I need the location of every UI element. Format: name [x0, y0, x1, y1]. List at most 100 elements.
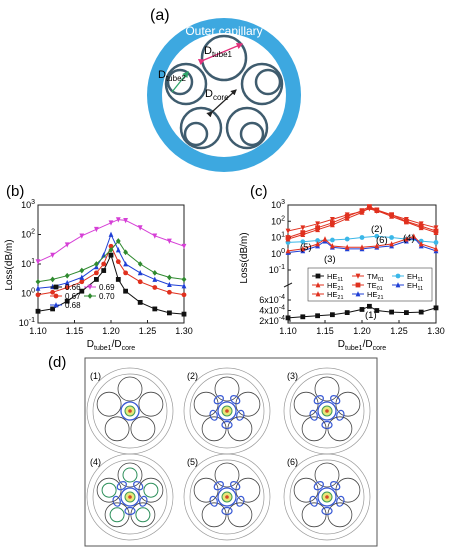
data-point	[433, 225, 439, 231]
data-point	[389, 212, 394, 218]
data-point	[108, 231, 114, 237]
core-label: Dcore	[205, 88, 229, 102]
panel-c-label: (c)	[250, 183, 268, 200]
data-point	[315, 221, 320, 227]
data-point	[389, 235, 394, 240]
data-point	[359, 307, 365, 312]
legend-marker	[355, 273, 361, 279]
plot-b-legend: 0.660.670.68 0.690.70	[50, 283, 115, 310]
outer-capillary-label: Outer capillary	[185, 24, 262, 38]
data-point	[167, 274, 172, 281]
y-tick-label: 100	[21, 288, 35, 299]
mode-field-6: (6)	[283, 453, 371, 541]
x-tick-label: 1.25	[390, 326, 408, 336]
data-point	[79, 288, 85, 294]
data-point	[152, 233, 158, 239]
mode-label: (4)	[90, 457, 101, 467]
data-point	[137, 279, 143, 285]
legend-marker	[395, 282, 401, 288]
x-tick-label: 1.15	[316, 326, 334, 336]
panel-b-label: (b)	[6, 183, 24, 200]
y-tick-label: 4x10-4	[259, 305, 285, 316]
data-point	[389, 241, 394, 247]
data-point	[359, 244, 365, 250]
panel-d-label: (d)	[48, 354, 66, 371]
x-tick-label: 1.10	[279, 326, 297, 336]
y-tick-label: 103	[271, 199, 285, 210]
data-point	[374, 243, 380, 249]
data-point	[411, 233, 417, 239]
data-point	[79, 233, 85, 239]
legend-marker	[87, 293, 93, 299]
mode-annotation: (6)	[376, 235, 388, 246]
data-point	[50, 276, 55, 283]
data-point	[137, 269, 143, 276]
legend-label: EH11	[407, 272, 423, 283]
data-point	[181, 243, 187, 250]
data-point	[433, 228, 439, 234]
data-point	[64, 298, 70, 304]
data-point	[64, 242, 70, 248]
data-point	[359, 235, 365, 240]
data-point	[315, 238, 320, 243]
data-point	[418, 241, 424, 247]
mode-annotation: (1)	[365, 310, 377, 321]
panel-d-frame	[84, 357, 378, 547]
data-point	[330, 312, 335, 318]
panel-b: (b) 10-1 100 101 102 103 1.10 1.15 1.20 1.25 1.3…	[4, 183, 193, 352]
data-point	[35, 278, 41, 285]
mode-label: (2)	[187, 371, 198, 381]
tube-top-right	[240, 62, 284, 106]
mode-label: (6)	[287, 457, 298, 467]
data-point	[167, 281, 172, 288]
tube-top-left	[164, 62, 208, 106]
legend-marker	[315, 282, 321, 288]
data-point	[137, 299, 143, 305]
data-point	[344, 244, 350, 250]
series-line-0.68	[37, 233, 185, 289]
legend-label: TM01	[367, 272, 384, 283]
data-point	[108, 243, 114, 249]
data-point	[285, 315, 291, 321]
data-point	[35, 308, 41, 314]
plot-b-y-ticks: 10-1 100 101 102 103	[19, 199, 41, 328]
mode-annotation: (2)	[371, 224, 383, 235]
data-point	[315, 313, 320, 319]
data-point	[123, 261, 128, 267]
mode-label: (3)	[287, 371, 298, 381]
data-point	[115, 217, 121, 223]
data-point	[123, 270, 128, 276]
plot-c-axis-break	[283, 282, 293, 288]
mode-label: (5)	[187, 457, 198, 467]
data-point	[374, 207, 380, 213]
data-point	[94, 261, 99, 267]
data-point	[300, 239, 306, 245]
data-point	[315, 241, 320, 247]
data-point	[344, 310, 350, 315]
data-point	[330, 220, 335, 226]
legend-label: HE11	[327, 272, 343, 283]
legend-label: 0.69	[99, 283, 115, 292]
data-point	[285, 235, 291, 240]
legend-marker	[355, 282, 361, 288]
data-point	[404, 218, 409, 224]
data-point	[35, 292, 41, 298]
series-line-HE21	[287, 206, 437, 240]
data-point	[315, 225, 320, 231]
panel-d: (d) (1) (2) (3) (4) (5) (6)	[48, 354, 378, 547]
data-point	[167, 238, 172, 244]
data-point	[115, 247, 121, 253]
legend-marker	[87, 284, 93, 290]
mode-field-grid: (1) (2) (3) (4) (5) (6)	[86, 367, 371, 541]
x-tick-label: 1.20	[102, 326, 120, 336]
x-tick-label: 1.25	[139, 326, 157, 336]
mode-field-4: (4)	[86, 453, 174, 541]
data-point	[300, 245, 306, 252]
data-point	[50, 252, 55, 259]
mode-annotation: (3)	[324, 254, 336, 265]
mode-annotation: (5)	[300, 242, 312, 253]
legend-marker	[355, 291, 361, 297]
data-point	[181, 292, 187, 298]
